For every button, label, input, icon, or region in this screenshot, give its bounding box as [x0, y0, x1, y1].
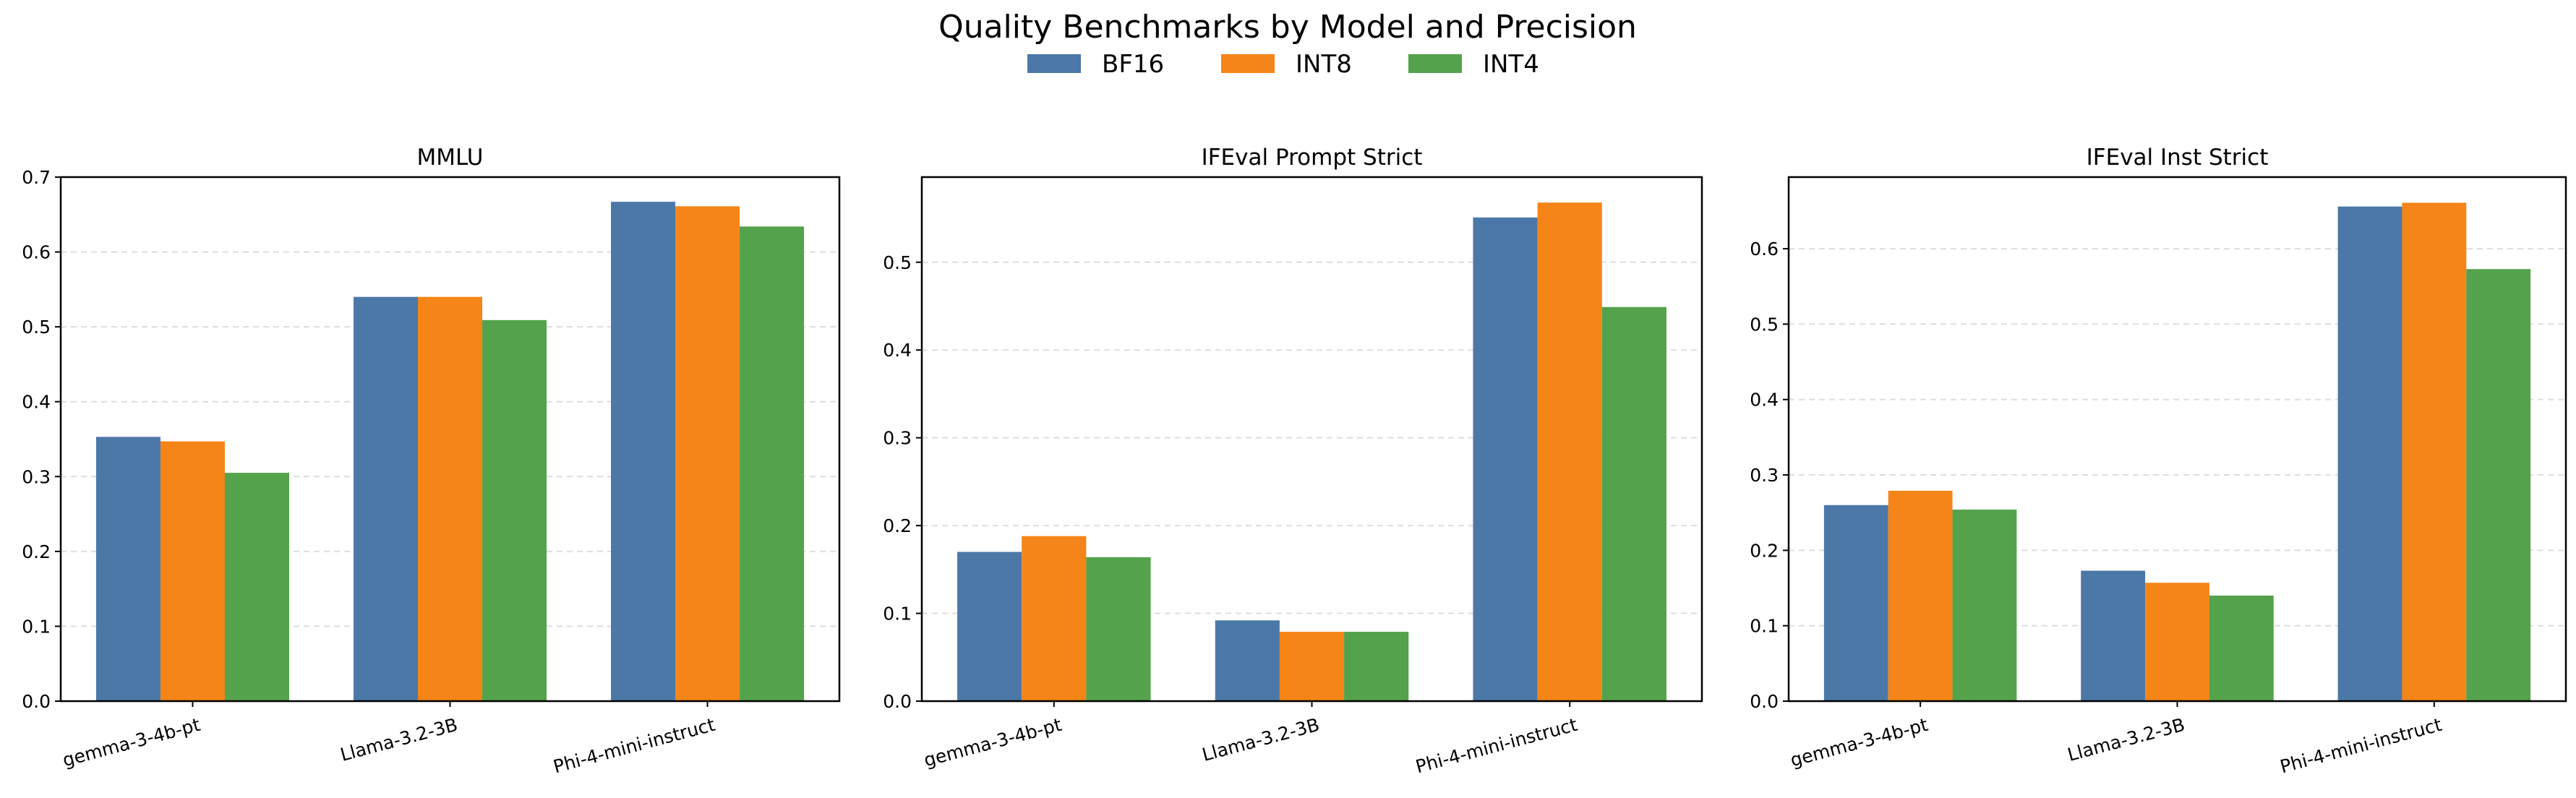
- bar-bf16-2: [2081, 570, 2146, 701]
- axes-frame: [1787, 176, 2567, 703]
- bar-bf16-1: [95, 437, 161, 701]
- y-tick-label: 0.2: [883, 515, 912, 536]
- y-tick-label: 0.3: [883, 428, 912, 449]
- bar-int4-3: [1601, 306, 1666, 701]
- y-tick-label: 0.3: [1750, 465, 1779, 486]
- axes-frame: [920, 176, 1703, 703]
- y-tick-label: 0.1: [883, 604, 912, 625]
- x-tick-label: gemma-3-4b-pt: [60, 714, 202, 771]
- y-tick-label: 0.0: [883, 691, 912, 712]
- x-tick-label: gemma-3-4b-pt: [1788, 714, 1930, 771]
- y-tick-label: 0.2: [1750, 540, 1779, 561]
- subplot-2: IFEval Prompt Strict 0.0 0.1 0.2 0.3 0.4 0.5 ge…: [883, 145, 1703, 778]
- bar-int4-3: [2466, 269, 2531, 701]
- x-tick-label: Llama-3.2-3B: [2065, 714, 2187, 765]
- bar-int4-1: [1952, 510, 2017, 701]
- legend-label-bf16: BF16: [1102, 50, 1164, 79]
- y-tick-label: 0.2: [22, 541, 51, 562]
- bar-int8-1: [1888, 490, 1953, 701]
- bar-int8-2: [1279, 632, 1345, 701]
- x-tick-label: Llama-3.2-3B: [338, 714, 460, 765]
- bar-int4-3: [740, 226, 805, 701]
- bar-bf16-1: [1823, 505, 1888, 701]
- bar-int4-2: [2209, 595, 2274, 701]
- bar-int8-3: [2402, 202, 2467, 701]
- bar-bf16-1: [957, 552, 1022, 701]
- y-tick-label: 0.5: [1750, 314, 1779, 335]
- bar-int4-2: [482, 319, 547, 702]
- y-tick-label: 0.1: [22, 616, 51, 637]
- y-tick-label: 0.4: [1750, 390, 1779, 411]
- bar-int8-2: [417, 296, 483, 701]
- bar-int8-3: [675, 206, 740, 702]
- subplot-title: IFEval Inst Strict: [2087, 145, 2269, 171]
- y-tick-label: 0.5: [883, 252, 912, 273]
- bar-bf16-2: [1215, 620, 1280, 701]
- y-tick-label: 0.3: [22, 466, 51, 487]
- bar-bf16-3: [611, 202, 676, 701]
- x-tick-label: Phi-4-mini-instruct: [1413, 714, 1580, 778]
- bar-int4-1: [224, 473, 289, 701]
- bar-bf16-2: [353, 296, 418, 701]
- y-tick-label: 0.4: [22, 392, 51, 413]
- x-tick-label: gemma-3-4b-pt: [922, 714, 1064, 771]
- y-tick-label: 0.0: [1750, 691, 1779, 712]
- y-tick-label: 0.0: [22, 691, 51, 712]
- subplot-title: IFEval Prompt Strict: [1202, 145, 1423, 171]
- y-tick-label: 0.1: [1750, 616, 1779, 637]
- x-tick-label: Phi-4-mini-instruct: [2278, 714, 2444, 778]
- bar-int8-1: [160, 441, 225, 701]
- legend-label-int4: INT4: [1483, 50, 1539, 79]
- x-tick-label: Phi-4-mini-instruct: [551, 714, 717, 778]
- bar-int4-2: [1344, 632, 1409, 701]
- legend-swatch-bf16: [1027, 54, 1081, 73]
- legend-label-int8: INT8: [1296, 50, 1352, 79]
- x-tick-label: Llama-3.2-3B: [1199, 714, 1322, 765]
- bar-int8-2: [2145, 583, 2209, 701]
- figure-title: Quality Benchmarks by Model and Precisio…: [938, 9, 1637, 46]
- subplots: MMLU 0.0 0.1 0.2 0.3 0.4 0.5 0.6 0.7 gemma-3-4b-p…: [22, 145, 2567, 778]
- bar-bf16-3: [1473, 217, 1538, 701]
- axes-frame: [59, 176, 841, 703]
- legend: BF16 INT8 INT4: [1027, 50, 1539, 79]
- legend-swatch-int4: [1408, 54, 1462, 73]
- y-tick-label: 0.7: [22, 167, 51, 188]
- subplot-3: IFEval Inst Strict 0.0 0.1 0.2 0.3 0.4 0.5 0.6 g…: [1750, 145, 2567, 778]
- bar-bf16-3: [2337, 206, 2402, 701]
- y-tick-label: 0.6: [1750, 239, 1779, 259]
- y-tick-label: 0.4: [883, 340, 912, 361]
- subplot-1: MMLU 0.0 0.1 0.2 0.3 0.4 0.5 0.6 0.7 gemma-3-4b-p…: [22, 145, 841, 778]
- bar-int8-1: [1022, 536, 1087, 701]
- subplot-title: MMLU: [417, 145, 484, 171]
- y-tick-label: 0.5: [22, 317, 51, 338]
- bar-int4-1: [1086, 557, 1151, 701]
- legend-swatch-int8: [1221, 54, 1275, 73]
- bar-int8-3: [1537, 202, 1602, 701]
- y-tick-label: 0.6: [22, 242, 51, 263]
